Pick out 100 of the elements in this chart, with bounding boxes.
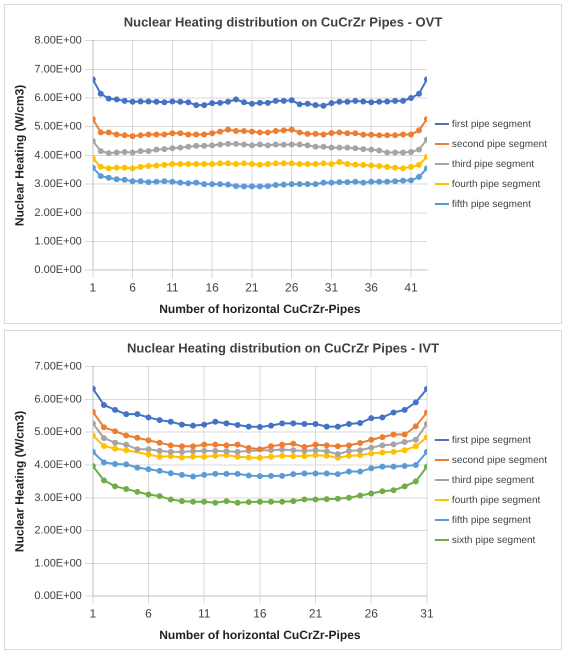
legend-label: third pipe segment bbox=[452, 474, 534, 486]
point bbox=[145, 131, 152, 138]
point bbox=[134, 464, 140, 471]
point bbox=[400, 165, 406, 172]
point bbox=[112, 446, 118, 452]
point bbox=[169, 130, 176, 136]
legend-label: second pipe segment bbox=[452, 138, 548, 150]
point bbox=[123, 432, 130, 438]
point bbox=[193, 142, 200, 149]
point bbox=[416, 174, 422, 180]
point bbox=[324, 496, 330, 502]
point bbox=[312, 130, 319, 137]
point bbox=[234, 448, 241, 455]
point bbox=[225, 140, 232, 147]
point bbox=[412, 443, 419, 450]
point bbox=[264, 161, 271, 168]
point bbox=[223, 498, 230, 504]
point bbox=[246, 424, 252, 430]
point bbox=[201, 442, 208, 448]
point bbox=[368, 132, 374, 138]
point bbox=[290, 498, 296, 504]
point bbox=[357, 492, 364, 499]
point bbox=[334, 496, 341, 502]
point bbox=[234, 442, 241, 448]
point bbox=[379, 442, 386, 448]
point bbox=[225, 160, 232, 166]
y-tick-label: 5.00E+00 bbox=[34, 426, 82, 438]
point bbox=[368, 162, 374, 168]
point bbox=[312, 144, 319, 150]
y-axis-title: Nuclear Heating (W/cm3) bbox=[12, 410, 27, 552]
point bbox=[217, 160, 224, 166]
point bbox=[400, 150, 406, 156]
point bbox=[279, 452, 286, 459]
point bbox=[324, 470, 330, 477]
point bbox=[178, 422, 185, 428]
point bbox=[328, 100, 334, 106]
point bbox=[190, 498, 196, 505]
point bbox=[100, 424, 107, 430]
point bbox=[346, 468, 352, 475]
point bbox=[408, 164, 414, 170]
point bbox=[169, 178, 176, 185]
point bbox=[379, 488, 386, 494]
point bbox=[156, 468, 163, 474]
point bbox=[209, 161, 216, 168]
point bbox=[201, 498, 208, 505]
y-tick-label: 0.00E+00 bbox=[34, 264, 82, 276]
point bbox=[212, 418, 218, 425]
point bbox=[185, 99, 192, 106]
point bbox=[256, 473, 263, 480]
point bbox=[279, 498, 286, 505]
point bbox=[100, 477, 107, 484]
point bbox=[168, 448, 174, 455]
point bbox=[268, 498, 274, 505]
point bbox=[185, 144, 192, 150]
point bbox=[190, 473, 196, 480]
point bbox=[201, 181, 208, 188]
point bbox=[246, 444, 252, 451]
point bbox=[122, 98, 128, 104]
point bbox=[320, 160, 327, 166]
point bbox=[223, 442, 230, 448]
point bbox=[185, 131, 192, 138]
point bbox=[312, 447, 319, 454]
point bbox=[336, 179, 342, 186]
point bbox=[169, 161, 176, 168]
chart-title: Nuclear Heating distribution on CuCrZr Pipes - OVT bbox=[124, 14, 442, 30]
point bbox=[122, 164, 128, 171]
point bbox=[122, 176, 128, 183]
point bbox=[201, 454, 208, 460]
point bbox=[408, 131, 414, 138]
point bbox=[301, 496, 308, 502]
point bbox=[100, 435, 107, 442]
point bbox=[161, 178, 168, 184]
point bbox=[256, 162, 263, 168]
point bbox=[193, 161, 200, 168]
legend-label: first pipe segment bbox=[452, 118, 532, 130]
point bbox=[112, 440, 118, 446]
point bbox=[138, 148, 144, 154]
y-tick-label: 2.00E+00 bbox=[34, 206, 82, 219]
x-tick-label: 21 bbox=[245, 280, 259, 295]
point bbox=[368, 465, 374, 472]
point bbox=[161, 146, 168, 152]
point bbox=[178, 454, 185, 460]
point bbox=[256, 424, 263, 430]
point bbox=[106, 96, 112, 102]
point bbox=[368, 146, 374, 153]
point bbox=[400, 178, 406, 184]
point bbox=[201, 161, 208, 168]
point bbox=[304, 100, 311, 107]
point bbox=[280, 127, 287, 134]
point bbox=[290, 447, 296, 454]
point bbox=[352, 98, 358, 104]
point bbox=[268, 472, 274, 479]
point bbox=[178, 498, 185, 504]
point bbox=[392, 132, 398, 138]
point bbox=[368, 99, 374, 106]
point bbox=[324, 448, 330, 454]
point bbox=[256, 183, 263, 190]
point bbox=[234, 422, 241, 428]
y-tick-label: 8.00E+00 bbox=[34, 34, 82, 47]
point bbox=[190, 443, 196, 450]
